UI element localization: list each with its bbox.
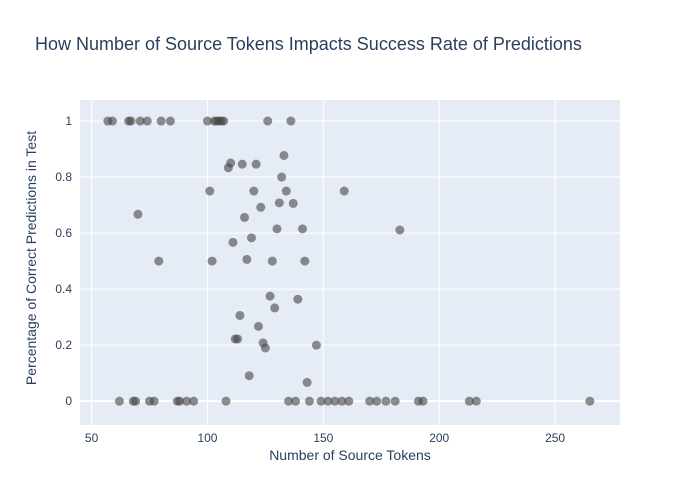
data-point xyxy=(274,198,284,208)
data-point xyxy=(154,256,164,266)
data-point xyxy=(175,396,185,406)
chart-title: How Number of Source Tokens Impacts Succ… xyxy=(35,34,582,54)
y-tick-label: 1 xyxy=(65,114,72,128)
data-point xyxy=(253,321,263,331)
data-point xyxy=(311,340,321,350)
data-point xyxy=(263,116,273,126)
data-point xyxy=(585,396,595,406)
data-point xyxy=(205,186,215,196)
data-point xyxy=(228,237,238,247)
data-point xyxy=(390,396,400,406)
data-point xyxy=(182,396,192,406)
data-point xyxy=(133,209,143,219)
data-point xyxy=(256,202,266,212)
data-point xyxy=(339,186,349,196)
data-point xyxy=(260,343,270,353)
data-points xyxy=(103,116,595,406)
data-point xyxy=(233,334,243,344)
data-point xyxy=(381,396,391,406)
data-point xyxy=(240,212,250,222)
data-point xyxy=(267,256,277,266)
data-point xyxy=(202,116,212,126)
y-tick-label: 0 xyxy=(65,394,72,408)
data-point xyxy=(291,396,301,406)
data-point xyxy=(156,116,166,126)
data-point xyxy=(471,396,481,406)
data-point xyxy=(219,116,229,126)
data-point xyxy=(372,396,382,406)
data-point xyxy=(281,186,291,196)
data-point xyxy=(286,116,296,126)
data-point xyxy=(395,225,405,235)
data-point xyxy=(418,396,428,406)
x-tick-label: 200 xyxy=(429,431,449,445)
x-tick-label: 50 xyxy=(85,431,99,445)
y-tick-label: 0.6 xyxy=(55,226,72,240)
x-tick-labels: 50 100 150 200 250 xyxy=(85,431,566,445)
data-point xyxy=(330,396,340,406)
x-axis-title: Number of Source Tokens xyxy=(269,447,431,463)
data-point xyxy=(251,159,261,169)
data-point xyxy=(131,396,141,406)
data-point xyxy=(142,116,152,126)
data-point xyxy=(277,172,287,182)
data-point xyxy=(316,396,326,406)
data-point xyxy=(114,396,124,406)
data-point xyxy=(107,116,117,126)
data-point xyxy=(272,224,282,234)
data-point xyxy=(126,116,136,126)
data-point xyxy=(242,254,252,264)
data-point xyxy=(249,186,259,196)
data-point xyxy=(235,310,245,320)
y-tick-label: 0.8 xyxy=(55,170,72,184)
plot-area xyxy=(80,100,620,425)
data-point xyxy=(149,396,159,406)
y-axis-title: Percentage of Correct Predictions in Tes… xyxy=(23,131,39,385)
x-tick-label: 100 xyxy=(197,431,217,445)
data-point xyxy=(288,198,298,208)
data-point xyxy=(244,371,254,381)
data-point xyxy=(270,303,280,313)
y-tick-label: 0.2 xyxy=(55,338,72,352)
data-point xyxy=(300,256,310,266)
data-point xyxy=(337,396,347,406)
data-point xyxy=(279,150,289,160)
data-point xyxy=(247,233,257,243)
data-point xyxy=(323,396,333,406)
data-point xyxy=(165,116,175,126)
data-point xyxy=(265,291,275,301)
data-point xyxy=(464,396,474,406)
data-point xyxy=(297,224,307,234)
data-point xyxy=(135,116,145,126)
data-point xyxy=(304,396,314,406)
x-tick-label: 250 xyxy=(545,431,565,445)
data-point xyxy=(302,377,312,387)
data-point xyxy=(237,159,247,169)
data-point xyxy=(221,396,231,406)
x-tick-label: 150 xyxy=(313,431,333,445)
data-point xyxy=(344,396,354,406)
y-tick-label: 0.4 xyxy=(55,282,72,296)
data-point xyxy=(189,396,199,406)
data-point xyxy=(207,256,217,266)
data-point xyxy=(284,396,294,406)
data-point xyxy=(293,294,303,304)
data-point xyxy=(226,158,236,168)
y-tick-labels: 0 0.2 0.4 0.6 0.8 1 xyxy=(55,114,72,408)
data-point xyxy=(365,396,375,406)
